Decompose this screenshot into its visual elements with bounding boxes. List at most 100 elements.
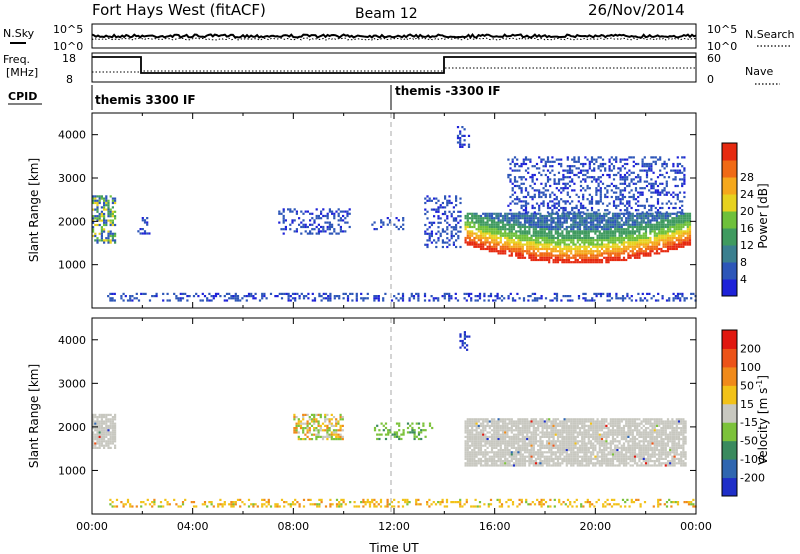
data-cell: [477, 424, 480, 427]
data-cell: [98, 444, 101, 447]
data-cell: [561, 217, 564, 220]
data-cell: [576, 232, 579, 235]
data-cell: [486, 457, 489, 460]
data-cell: [611, 258, 615, 262]
data-cell: [583, 245, 586, 248]
data-cell: [506, 232, 509, 235]
data-cell: [510, 241, 513, 244]
data-cell: [484, 442, 487, 445]
data-cell: [563, 252, 566, 255]
data-cell: [103, 433, 106, 436]
data-cell: [143, 221, 147, 224]
data-cell: [107, 440, 110, 443]
data-cell: [578, 455, 582, 458]
data-cell: [634, 176, 638, 179]
data-cell: [665, 180, 668, 183]
data-cell: [287, 299, 290, 302]
data-cell: [527, 295, 530, 298]
data-cell: [510, 223, 513, 226]
data-cell: [512, 444, 516, 447]
data-cell: [567, 457, 571, 460]
data-cell: [623, 204, 627, 207]
data-cell: [532, 243, 535, 246]
data-cell: [510, 250, 513, 253]
data-cell: [527, 211, 530, 214]
data-cell: [583, 433, 586, 436]
data-cell: [672, 299, 675, 302]
data-cell: [640, 250, 643, 253]
data-cell: [520, 191, 523, 194]
data-cell: [637, 200, 640, 203]
data-cell: [678, 169, 682, 172]
data-cell: [642, 225, 645, 229]
data-cell: [417, 299, 420, 302]
data-cell: [664, 212, 667, 215]
data-cell: [490, 438, 494, 441]
data-cell: [490, 223, 494, 226]
data-cell: [529, 184, 532, 188]
data-cell: [92, 424, 95, 427]
data-cell: [490, 464, 494, 467]
freq-trace: [92, 56, 696, 74]
data-cell: [658, 241, 661, 244]
data-cell: [406, 422, 410, 425]
data-cell: [679, 299, 682, 302]
data-cell: [637, 180, 640, 183]
data-cell: [466, 241, 469, 244]
data-cell: [426, 245, 429, 249]
data-cell: [572, 217, 575, 220]
data-cell: [417, 297, 420, 300]
data-cell: [515, 453, 518, 456]
data-cell: [313, 416, 316, 419]
data-cell: [559, 254, 562, 257]
data-cell: [499, 446, 502, 449]
data-cell: [488, 247, 491, 251]
data-cell: [355, 292, 358, 295]
data-cell: [632, 165, 635, 168]
data-cell: [484, 212, 487, 215]
data-cell: [539, 236, 542, 240]
data-cell: [682, 241, 685, 244]
data-cell: [620, 234, 623, 237]
data-cell: [592, 429, 595, 432]
data-cell: [475, 232, 478, 235]
data-cell: [380, 221, 383, 224]
data-cell: [521, 236, 524, 240]
data-cell: [457, 237, 460, 240]
data-cell: [573, 156, 576, 159]
data-cell: [387, 429, 390, 432]
data-cell: [617, 204, 620, 207]
data-cell: [574, 256, 577, 259]
data-cell: [339, 210, 342, 213]
data-cell: [109, 435, 112, 438]
data-cell: [638, 241, 641, 244]
data-cell: [675, 247, 678, 251]
data-cell: [565, 429, 568, 432]
data-cell: [599, 195, 602, 199]
data-cell: [428, 239, 431, 242]
data-cell: [477, 230, 480, 233]
data-cell: [96, 416, 99, 419]
data-cell: [493, 442, 496, 445]
data-cell: [589, 250, 593, 253]
data-cell: [450, 215, 453, 218]
data-cell: [506, 239, 509, 242]
data-cell: [510, 234, 513, 237]
data-cell: [430, 208, 433, 211]
data-cell: [644, 239, 648, 242]
data-cell: [532, 424, 535, 427]
data-cell: [611, 223, 615, 226]
data-cell: [166, 292, 169, 295]
data-cell: [477, 442, 480, 445]
data-cell: [537, 427, 540, 430]
data-cell: [567, 455, 571, 458]
data-cell: [655, 252, 659, 255]
data-cell: [567, 245, 571, 248]
data-cell: [515, 427, 518, 430]
data-cell: [443, 292, 446, 295]
data-cell: [241, 297, 244, 300]
data-cell: [664, 217, 667, 220]
data-cell: [100, 228, 103, 231]
data-cell: [642, 254, 645, 257]
data-cell: [574, 254, 577, 257]
